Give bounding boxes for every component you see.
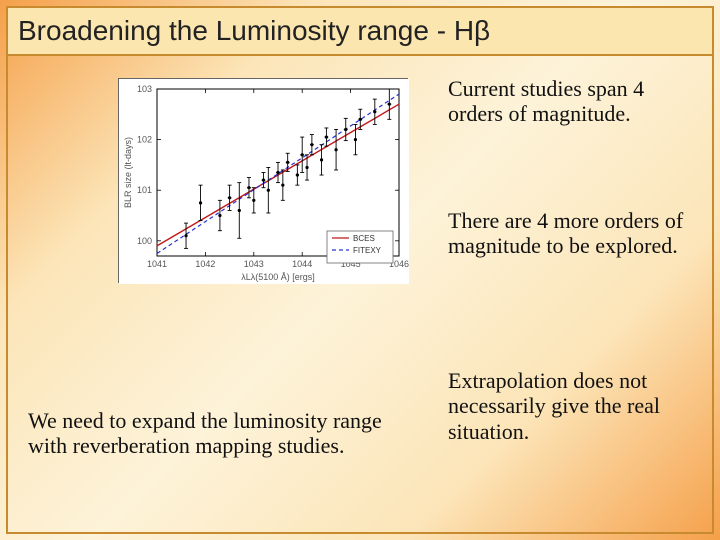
svg-text:FITEXY: FITEXY bbox=[353, 246, 382, 255]
paragraph-4: We need to expand the luminosity range w… bbox=[28, 408, 408, 459]
svg-text:102: 102 bbox=[137, 135, 152, 145]
paragraph-1: Current studies span 4 orders of magnitu… bbox=[448, 76, 688, 127]
paragraph-3: Extrapolation does not necessarily give … bbox=[448, 368, 698, 444]
paragraph-2: There are 4 more orders of magnitude to … bbox=[448, 208, 698, 259]
svg-text:1044: 1044 bbox=[292, 259, 312, 269]
svg-text:BLR size (lt-days): BLR size (lt-days) bbox=[123, 137, 133, 208]
chart-svg: 104110421043104410451046100101102103λLλ(… bbox=[119, 79, 409, 284]
svg-text:λLλ(5100 Å) [ergs]: λLλ(5100 Å) [ergs] bbox=[241, 272, 315, 282]
svg-text:103: 103 bbox=[137, 84, 152, 94]
svg-text:100: 100 bbox=[137, 236, 152, 246]
svg-text:1042: 1042 bbox=[195, 259, 215, 269]
svg-text:101: 101 bbox=[137, 185, 152, 195]
slide-frame: Broadening the Luminosity range - Hβ 104… bbox=[6, 6, 714, 534]
title-bar: Broadening the Luminosity range - Hβ bbox=[8, 8, 712, 56]
svg-text:1041: 1041 bbox=[147, 259, 167, 269]
blr-luminosity-chart: 104110421043104410451046100101102103λLλ(… bbox=[118, 78, 408, 283]
svg-text:BCES: BCES bbox=[353, 234, 375, 243]
svg-text:1043: 1043 bbox=[244, 259, 264, 269]
slide-title: Broadening the Luminosity range - Hβ bbox=[18, 15, 490, 47]
